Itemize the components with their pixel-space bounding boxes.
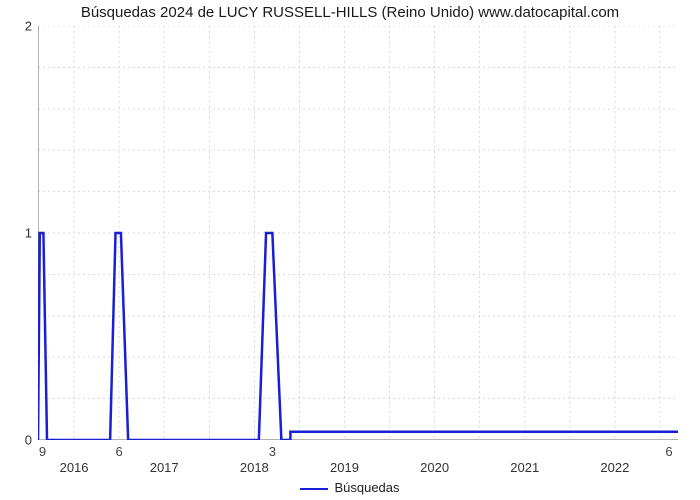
x-tick-label: 2019 — [330, 460, 359, 475]
legend-swatch — [300, 488, 328, 490]
chart-title: Búsquedas 2024 de LUCY RUSSELL-HILLS (Re… — [0, 4, 700, 21]
x-tick-label: 2020 — [420, 460, 449, 475]
x-tick-label: 2022 — [600, 460, 629, 475]
legend-label: Búsquedas — [334, 480, 399, 495]
x-tick-label: 2017 — [150, 460, 179, 475]
value-label: 6 — [665, 444, 672, 459]
x-tick-label: 2016 — [60, 460, 89, 475]
value-label: 6 — [116, 444, 123, 459]
value-label: 3 — [269, 444, 276, 459]
x-tick-label: 2018 — [240, 460, 269, 475]
value-label: 9 — [39, 444, 46, 459]
legend: Búsquedas — [0, 480, 700, 495]
chart-container: Búsquedas 2024 de LUCY RUSSELL-HILLS (Re… — [0, 0, 700, 500]
x-tick-label: 2021 — [510, 460, 539, 475]
y-tick-label: 1 — [25, 226, 32, 241]
plot-area: 01220162017201820192020202120229636 — [38, 26, 678, 440]
plot-svg — [38, 26, 678, 440]
y-tick-label: 0 — [25, 433, 32, 448]
y-tick-label: 2 — [25, 19, 32, 34]
